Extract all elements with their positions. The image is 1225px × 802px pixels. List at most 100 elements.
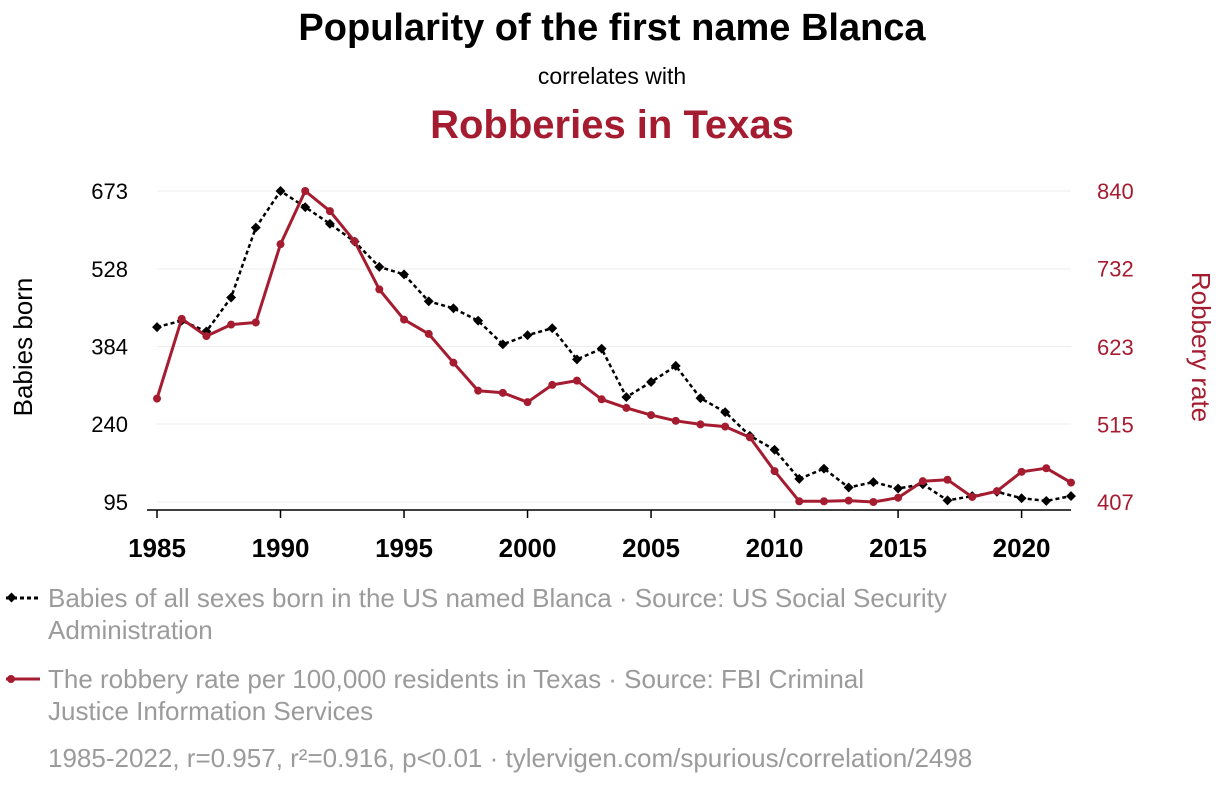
robbery-point <box>795 497 804 506</box>
babies-point <box>596 343 607 354</box>
babies-point <box>720 407 731 418</box>
robbery-line <box>155 189 1072 504</box>
babies-point <box>670 360 681 371</box>
babies-point <box>571 354 582 365</box>
left-axis-label: Babies born <box>8 278 38 417</box>
babies-point <box>250 222 261 233</box>
gridlines <box>157 190 1071 503</box>
robbery-point <box>770 467 779 476</box>
robbery-point <box>918 477 927 486</box>
right-tick-label: 407 <box>1097 490 1134 515</box>
robbery-point <box>745 433 754 442</box>
right-tick-label: 515 <box>1097 412 1134 437</box>
x-tick-label: 1985 <box>128 533 186 563</box>
babies-point <box>819 463 829 474</box>
babies-point <box>226 292 237 303</box>
babies-point <box>423 296 434 307</box>
robbery-point <box>523 398 532 407</box>
robbery-point <box>227 320 236 329</box>
babies-point <box>695 393 706 404</box>
x-tick-label: 2010 <box>746 533 804 563</box>
robbery-point <box>943 475 952 484</box>
axes: 95 240 384 528 673 407 515 623 732 840 1985 1990 199… <box>91 179 1133 563</box>
robbery-point <box>548 380 557 389</box>
legend-label-robbery-line2: Justice Information Services <box>48 696 373 726</box>
robbery-point <box>869 498 878 506</box>
babies-point <box>942 495 953 506</box>
babies-point <box>399 269 409 280</box>
babies-point <box>547 323 558 334</box>
chart-title: Popularity of the first name Blanca <box>298 7 926 49</box>
chart-subtitle: correlates with <box>538 63 686 89</box>
legend-marker-robbery <box>7 675 15 683</box>
left-tick-label: 384 <box>91 335 128 360</box>
babies-point <box>794 473 805 484</box>
legend-marker-babies <box>6 592 17 603</box>
robbery-point <box>721 422 730 431</box>
legend-label-robbery-line1: The robbery rate per 100,000 residents i… <box>48 664 864 694</box>
babies-point <box>843 482 854 493</box>
right-tick-label: 732 <box>1097 257 1134 282</box>
robbery-point <box>844 496 853 505</box>
legend-item-robbery: The robbery rate per 100,000 residents i… <box>6 664 864 726</box>
right-axis-label: Robbery rate <box>1186 272 1216 422</box>
legend-label-babies-line1: Babies of all sexes born in the US named… <box>48 583 947 613</box>
x-tick-label: 2015 <box>869 533 927 563</box>
x-tick-label: 2020 <box>993 533 1051 563</box>
right-tick-label: 840 <box>1097 179 1134 204</box>
robbery-point <box>992 487 1001 496</box>
left-tick-label: 528 <box>91 257 128 282</box>
robbery-point <box>153 394 161 403</box>
robbery-point <box>671 416 680 425</box>
footer-stats: 1985-2022, r=0.957, r²=0.916, p<0.01 · t… <box>48 743 972 773</box>
robbery-point <box>202 332 211 341</box>
babies-point <box>473 315 484 326</box>
babies-point <box>646 377 657 387</box>
left-tick-label: 673 <box>91 179 128 204</box>
legend-item-babies: Babies of all sexes born in the US named… <box>6 583 947 645</box>
babies-point <box>300 202 311 213</box>
babies-point <box>374 261 385 272</box>
babies-point <box>324 218 335 229</box>
x-tick-label: 2000 <box>499 533 557 563</box>
babies-point <box>152 322 162 333</box>
robbery-point <box>498 388 507 397</box>
robbery-point <box>819 497 828 506</box>
babies-point <box>769 444 780 455</box>
robbery-point <box>696 420 705 429</box>
x-tick-label: 1995 <box>375 533 433 563</box>
babies-point <box>497 339 508 350</box>
robbery-point <box>894 493 903 502</box>
x-tick-label: 1990 <box>252 533 310 563</box>
robbery-point <box>572 376 581 385</box>
robbery-point <box>177 314 186 323</box>
chart-title-2: Robberies in Texas <box>430 103 794 147</box>
x-tick-label: 2005 <box>622 533 680 563</box>
babies-point <box>275 186 286 196</box>
babies-point <box>1016 493 1027 504</box>
babies-point <box>522 330 533 341</box>
left-tick-label: 95 <box>104 490 128 515</box>
robbery-point <box>375 285 384 294</box>
babies-point <box>868 477 879 488</box>
legend: Babies of all sexes born in the US named… <box>6 583 947 726</box>
robbery-point <box>1017 467 1026 476</box>
robbery-point <box>301 187 310 195</box>
legend-label-babies-line2: Administration <box>48 615 213 645</box>
robbery-point <box>276 240 285 249</box>
robbery-point <box>1067 478 1075 487</box>
robbery-point <box>474 386 483 395</box>
robbery-point <box>400 315 409 324</box>
babies-line <box>156 189 1072 503</box>
series <box>152 186 1076 506</box>
right-tick-label: 623 <box>1097 335 1134 360</box>
left-tick-label: 240 <box>91 412 128 437</box>
babies-point <box>1041 495 1052 506</box>
babies-point <box>893 483 904 494</box>
robbery-point <box>350 237 359 246</box>
babies-point <box>621 392 632 403</box>
robbery-point <box>968 492 977 501</box>
robbery-point <box>424 329 433 338</box>
robbery-point <box>325 207 334 216</box>
